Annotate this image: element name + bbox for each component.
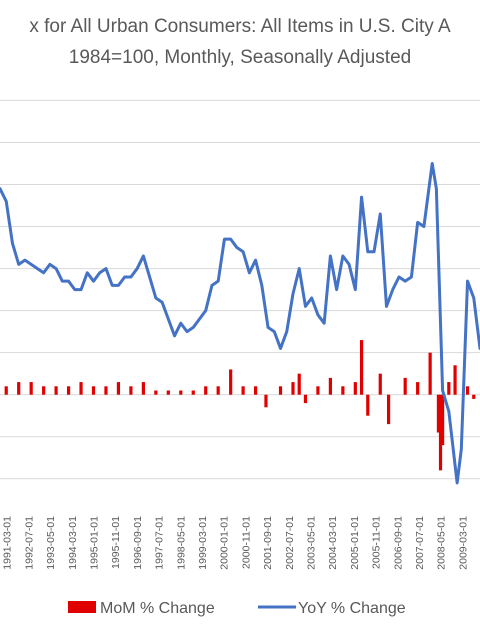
- mom-bar: [4, 386, 8, 395]
- x-tick-label: 2000-01-01: [219, 516, 231, 570]
- mom-bar: [253, 386, 258, 395]
- mom-bar: [378, 373, 382, 395]
- yoy-line-layer: [0, 161, 480, 485]
- mom-bar: [42, 386, 46, 395]
- mom-bar: [366, 394, 370, 416]
- legend: MoM % Change YoY % Change: [68, 600, 406, 617]
- x-tick-label: 1998-05-01: [175, 516, 187, 570]
- mom-bar: [166, 390, 170, 395]
- mom-bar: [179, 390, 183, 395]
- mom-bar: [278, 386, 283, 395]
- mom-bar: [91, 386, 96, 395]
- x-tick-label: 1995-01-01: [88, 516, 100, 570]
- mom-bar: [465, 386, 470, 395]
- mom-bar: [216, 386, 220, 395]
- mom-bar: [141, 382, 145, 395]
- mom-bar: [353, 382, 357, 395]
- mom-bar: [291, 382, 295, 395]
- x-tick-label: 1994-03-01: [67, 516, 79, 570]
- mom-bar: [264, 394, 268, 408]
- mom-bar: [104, 386, 108, 395]
- mom-bar: [386, 394, 391, 425]
- mom-bar: [54, 386, 58, 395]
- legend-label-yoy: YoY % Change: [298, 600, 406, 617]
- x-tick-label: 2004-03-01: [327, 516, 339, 570]
- x-tick-label: 2008-05-01: [436, 516, 448, 570]
- mom-bar: [328, 377, 332, 395]
- x-tick-label: 1991-03-01: [2, 516, 14, 570]
- x-tick-label: 2007-07-01: [414, 516, 426, 570]
- mom-bar: [79, 382, 83, 395]
- mom-bar: [129, 386, 133, 395]
- x-tick-label: 2006-09-01: [392, 516, 404, 570]
- mom-bar: [341, 386, 345, 395]
- x-tick-label: 2002-07-01: [284, 516, 296, 570]
- x-tick-label: 1997-07-01: [154, 516, 166, 570]
- mom-bar: [204, 386, 208, 395]
- mom-bar: [428, 352, 432, 395]
- mom-bar: [116, 382, 121, 395]
- x-tick-label: 2003-05-01: [305, 516, 317, 570]
- mom-bar: [472, 394, 476, 399]
- x-tick-label: 2005-01-01: [349, 516, 361, 570]
- x-tick-label: 2001-09-01: [262, 516, 274, 570]
- x-axis-ticks: 1991-03-01 1992-07-01 1993-05-01 1994-03-01…: [2, 516, 480, 570]
- gridlines: [0, 99, 480, 480]
- chart-title-line-2: 1984=100, Monthly, Seasonally Adjusted: [69, 47, 411, 68]
- mom-bar: [66, 386, 71, 395]
- mom-bar: [29, 382, 33, 395]
- mom-bar: [191, 390, 195, 395]
- x-tick-label: 2000-11-01: [240, 516, 252, 569]
- mom-bar: [453, 365, 457, 395]
- mom-bar: [316, 386, 320, 395]
- x-tick-label: 1995-11-01: [110, 516, 122, 569]
- legend-label-mom: MoM % Change: [100, 600, 215, 617]
- mom-bar: [297, 373, 301, 395]
- mom-bar: [17, 382, 21, 395]
- legend-swatch-mom: [68, 601, 96, 613]
- mom-bars: [4, 340, 476, 471]
- x-tick-label: 1996-09-01: [132, 516, 144, 570]
- chart-title-line-1: x for All Urban Consumers: All Items in …: [29, 16, 451, 37]
- x-tick-label: 2009-03-01: [457, 516, 469, 570]
- mom-bar: [403, 377, 407, 395]
- mom-bar: [229, 369, 233, 395]
- x-tick-label: 1992-07-01: [23, 516, 35, 570]
- yoy-line: [0, 161, 480, 485]
- mom-bar: [441, 394, 445, 446]
- mom-bar: [154, 390, 158, 395]
- x-tick-label: 1999-03-01: [197, 516, 209, 570]
- x-tick-label: 1993-05-01: [45, 516, 57, 570]
- mom-bar: [303, 394, 308, 404]
- mom-bar: [241, 386, 245, 395]
- x-tick-label: 2005-11-01: [371, 516, 383, 569]
- mom-bar: [436, 394, 441, 433]
- mom-bar: [438, 394, 443, 471]
- mom-bar: [416, 382, 420, 395]
- mom-bar: [447, 382, 451, 395]
- mom-bar: [359, 340, 364, 395]
